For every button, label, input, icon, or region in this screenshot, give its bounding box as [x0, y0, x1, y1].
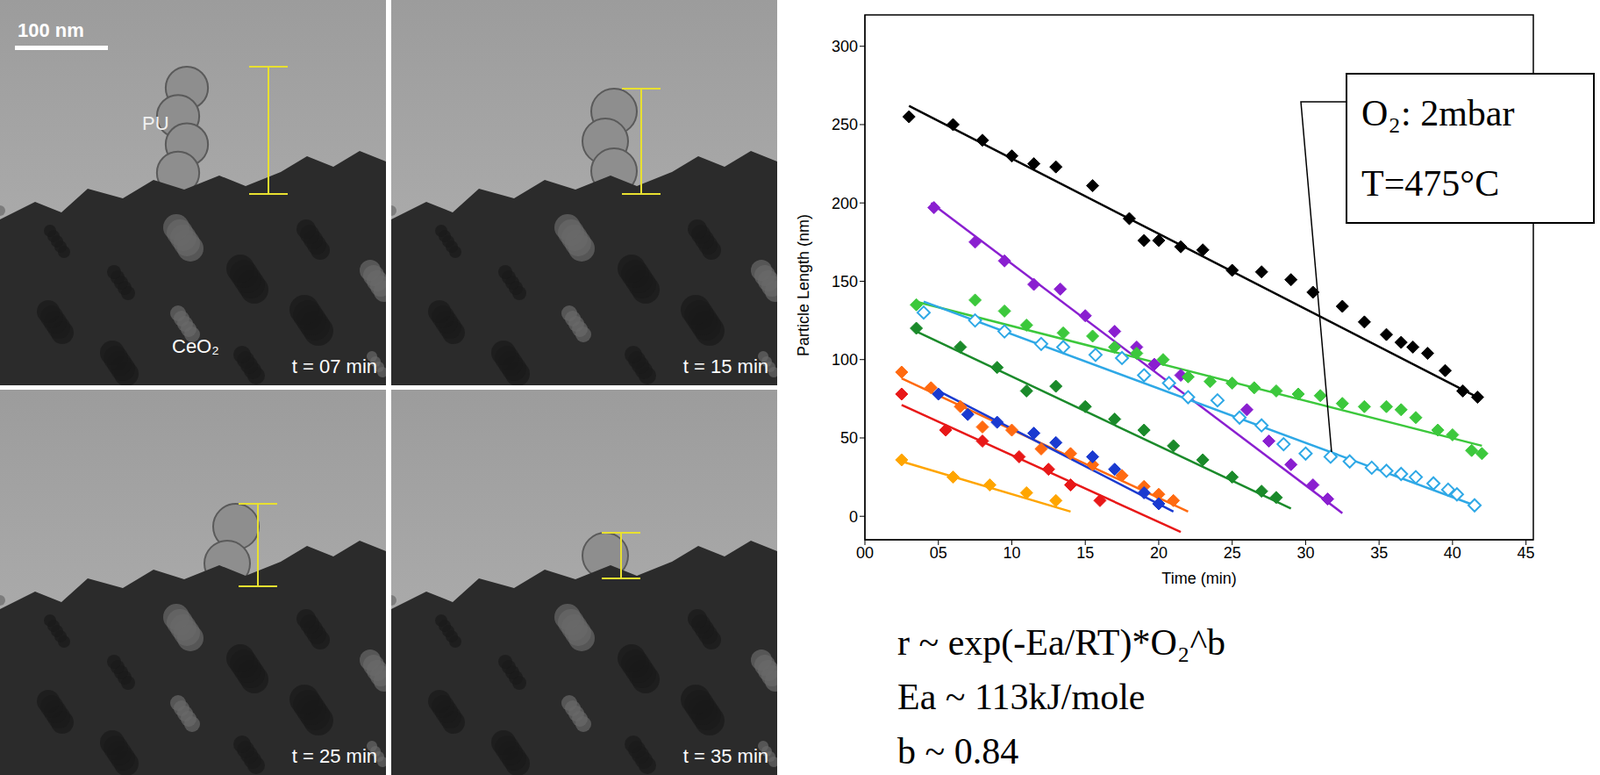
- svg-text:O₂: 2mbar: O₂: 2mbar: [1361, 92, 1515, 134]
- svg-text:t = 15 min: t = 15 min: [683, 355, 769, 378]
- svg-text:CeO₂: CeO₂: [171, 335, 220, 358]
- svg-text:00: 00: [856, 543, 874, 562]
- svg-text:Time (min): Time (min): [1161, 569, 1236, 587]
- svg-text:PU: PU: [142, 112, 170, 135]
- svg-text:0: 0: [849, 507, 858, 526]
- svg-text:25: 25: [1223, 543, 1242, 562]
- svg-text:50: 50: [840, 428, 858, 447]
- svg-text:250: 250: [831, 115, 858, 134]
- svg-text:t = 25 min: t = 25 min: [292, 744, 378, 767]
- svg-text:05: 05: [929, 543, 948, 562]
- svg-text:45: 45: [1517, 543, 1536, 562]
- svg-text:200: 200: [831, 194, 858, 213]
- svg-text:Particle Length (nm): Particle Length (nm): [794, 214, 813, 357]
- svg-text:150: 150: [831, 272, 858, 291]
- svg-text:10: 10: [1002, 543, 1021, 562]
- svg-text:20: 20: [1150, 543, 1168, 562]
- svg-text:r ~ exp(-Ea/RT)*O₂^b: r ~ exp(-Ea/RT)*O₂^b: [897, 621, 1226, 664]
- svg-text:t = 35 min: t = 35 min: [683, 744, 769, 767]
- svg-text:35: 35: [1370, 543, 1388, 562]
- svg-text:T=475°C: T=475°C: [1361, 163, 1500, 204]
- svg-text:100 nm: 100 nm: [17, 19, 85, 42]
- svg-text:b ~ 0.84: b ~ 0.84: [897, 730, 1019, 772]
- svg-text:30: 30: [1296, 543, 1315, 562]
- svg-text:Ea ~ 113kJ/mole: Ea ~ 113kJ/mole: [897, 676, 1145, 717]
- svg-text:40: 40: [1443, 543, 1462, 562]
- svg-text:t = 07 min: t = 07 min: [292, 355, 378, 378]
- svg-text:300: 300: [831, 37, 858, 56]
- svg-text:100: 100: [831, 350, 858, 369]
- svg-text:15: 15: [1076, 543, 1094, 562]
